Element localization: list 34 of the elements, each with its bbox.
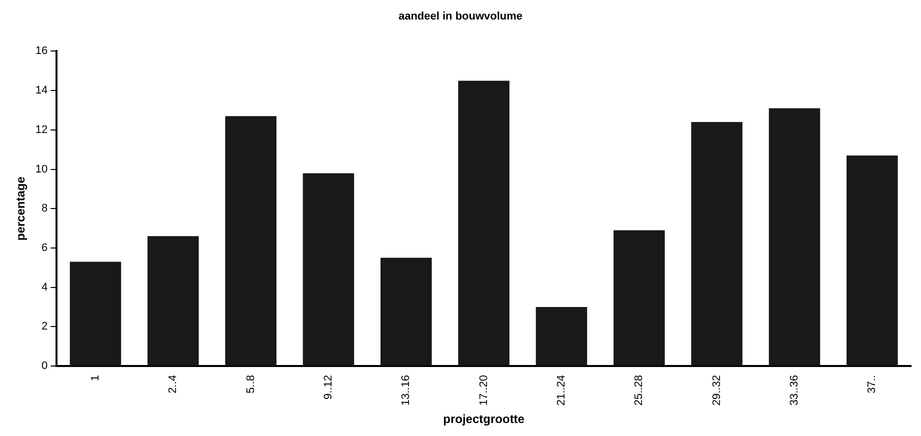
bar [380, 258, 432, 366]
bar [225, 116, 276, 366]
y-tick-label: 16 [35, 45, 48, 58]
y-axis-title: percentage [14, 176, 28, 241]
bar [691, 122, 742, 366]
x-tick-label: 25..28 [633, 375, 646, 406]
bar [768, 108, 820, 366]
x-tick-label: 2..4 [167, 375, 180, 394]
x-axis-title: projectgrootte [443, 412, 525, 426]
chart-title: aandeel in bouwvolume [398, 10, 523, 23]
x-tick-label: 17..20 [478, 375, 490, 406]
y-tick-label: 2 [42, 320, 48, 333]
x-tick-label: 5..8 [244, 375, 257, 394]
bar [148, 236, 199, 366]
y-tick-label: 4 [42, 281, 48, 294]
x-tick-label: 13..16 [400, 375, 412, 406]
bar [458, 80, 510, 366]
y-tick-label: 0 [42, 360, 48, 372]
x-tick-label: 9..12 [322, 375, 335, 400]
y-tick-label: 12 [35, 124, 48, 136]
x-tick-label: 1 [90, 375, 102, 382]
y-tick-label: 14 [35, 84, 48, 97]
bar [846, 155, 898, 366]
bar [70, 262, 122, 366]
x-tick-label: 29..32 [710, 375, 723, 406]
y-tick-label: 8 [42, 202, 48, 215]
bar [536, 306, 588, 366]
y-tick-label: 6 [42, 242, 48, 254]
bar [614, 230, 665, 366]
x-tick-label: 33..36 [788, 375, 801, 406]
y-tick-label: 10 [35, 163, 48, 176]
bar [302, 173, 354, 366]
x-tick-label: 21..24 [556, 375, 568, 406]
x-tick-label: 37.. [866, 375, 878, 394]
